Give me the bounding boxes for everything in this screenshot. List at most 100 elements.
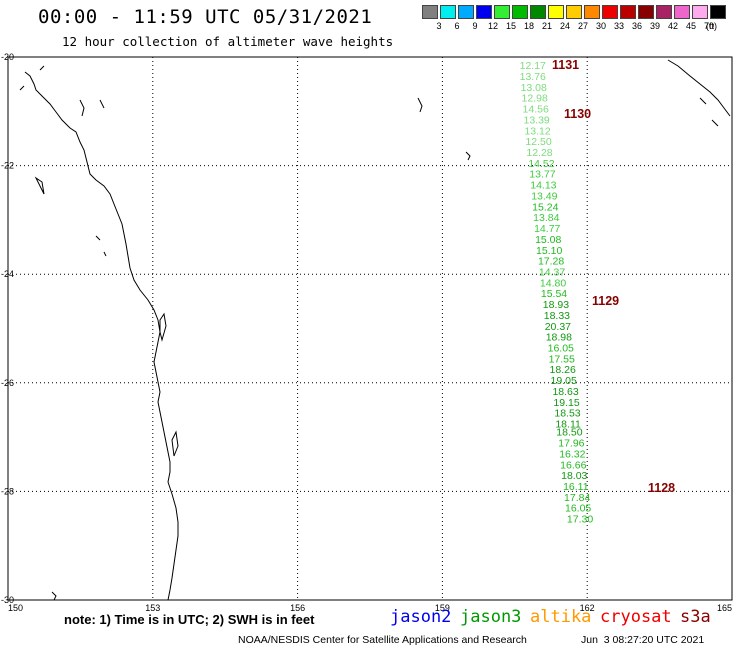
wave-height-point: 13.77 bbox=[529, 169, 555, 181]
time-label: 1128 bbox=[648, 481, 675, 495]
generated-timestamp: Jun 3 08:27:20 UTC 2021 bbox=[581, 634, 705, 646]
color-legend: (ft) 3 6 9 12 15 18 21 24 27 30 33 36 39 42 45 70 bbox=[422, 5, 727, 33]
time-label: 1129 bbox=[592, 294, 619, 308]
wave-height-point: 12.98 bbox=[522, 93, 548, 105]
time-label: 1130 bbox=[564, 107, 591, 121]
wave-height-point: 13.49 bbox=[531, 190, 557, 202]
legend-swatch bbox=[656, 5, 672, 19]
wave-height-point: 14.77 bbox=[534, 223, 560, 235]
wave-height-point: 12.17 bbox=[520, 60, 546, 72]
legend-swatch bbox=[638, 5, 654, 19]
wave-height-point: 16.05 bbox=[548, 343, 574, 355]
wave-height-point: 12.28 bbox=[526, 147, 552, 159]
wave-height-point: 18.53 bbox=[554, 408, 580, 420]
footer-note: note: 1) Time is in UTC; 2) SWH is in fe… bbox=[64, 612, 315, 627]
coast-fragment bbox=[95, 235, 107, 257]
satellite-jason3: jason3 bbox=[460, 607, 522, 627]
legend-label: 27 bbox=[577, 21, 588, 31]
wave-height-point: 16.05 bbox=[565, 503, 591, 515]
lon-tick-label: 162 bbox=[580, 603, 595, 613]
wave-height-point: 16.66 bbox=[560, 459, 586, 471]
legend-swatch bbox=[476, 5, 492, 19]
legend-label: 6 bbox=[454, 21, 460, 31]
legend-label: 36 bbox=[631, 21, 642, 31]
fraser-island bbox=[159, 312, 167, 342]
wave-height-point: 18.93 bbox=[543, 299, 569, 311]
reef-islet bbox=[465, 151, 471, 161]
legend-swatch bbox=[530, 5, 546, 19]
legend-label: 39 bbox=[649, 21, 660, 31]
lat-tick-label: -20 bbox=[1, 52, 14, 62]
wave-height-point: 18.03 bbox=[561, 470, 587, 482]
satellite-jason2: jason2 bbox=[390, 607, 452, 627]
legend-label: 24 bbox=[559, 21, 570, 31]
wave-height-point: 15.24 bbox=[532, 201, 558, 213]
legend-label: 30 bbox=[595, 21, 606, 31]
legend-label: 15 bbox=[505, 21, 516, 31]
lat-tick-label: -28 bbox=[1, 486, 14, 496]
wave-height-point: 14.13 bbox=[530, 180, 556, 192]
legend-label: 18 bbox=[523, 21, 534, 31]
wave-height-point: 12.50 bbox=[525, 136, 551, 148]
moreton-island bbox=[171, 430, 179, 457]
wave-height-point: 17.84 bbox=[564, 492, 590, 504]
wave-height-point: 17.96 bbox=[558, 438, 584, 450]
wave-height-point: 18.11 bbox=[555, 419, 581, 431]
legend-label: 33 bbox=[613, 21, 624, 31]
legend-label: 3 bbox=[436, 21, 442, 31]
coast-fragment bbox=[99, 99, 105, 109]
legend-label: 12 bbox=[487, 21, 498, 31]
wave-height-point: 14.37 bbox=[539, 266, 565, 278]
coast-fragment bbox=[79, 99, 85, 117]
lon-tick-label: 153 bbox=[145, 603, 160, 613]
wave-height-point: 19.15 bbox=[553, 397, 579, 409]
lat-tick-label: -26 bbox=[1, 378, 14, 388]
coast-fragment bbox=[34, 176, 45, 195]
legend-label: 9 bbox=[472, 21, 478, 31]
coastline bbox=[19, 59, 731, 601]
legend-label: 42 bbox=[667, 21, 678, 31]
lon-tick-label: 150 bbox=[8, 603, 23, 613]
wave-height-point: 15.10 bbox=[536, 245, 562, 257]
credit-text: NOAA/NESDIS Center for Satellite Applica… bbox=[238, 634, 527, 646]
satellite-altika: altika bbox=[530, 607, 592, 627]
legend-swatch bbox=[566, 5, 582, 19]
wave-height-point: 13.12 bbox=[524, 125, 550, 137]
wave-height-point: 18.33 bbox=[544, 310, 570, 322]
wave-height-point: 18.98 bbox=[546, 332, 572, 344]
wave-height-point: 18.26 bbox=[550, 364, 576, 376]
legend-swatch bbox=[512, 5, 528, 19]
wave-height-point: 18.50 bbox=[556, 427, 582, 439]
wave-height-point: 14.56 bbox=[523, 104, 549, 116]
satellite-cryosat: cryosat bbox=[600, 607, 672, 627]
legend-swatch bbox=[692, 5, 708, 19]
new-caledonia-islet bbox=[699, 97, 719, 127]
wave-height-point: 13.08 bbox=[521, 82, 547, 94]
australia-coastline bbox=[24, 71, 179, 601]
legend-swatch bbox=[548, 5, 564, 19]
wave-height-point: 17.28 bbox=[538, 256, 564, 268]
legend-swatch bbox=[458, 5, 474, 19]
lat-tick-label: -24 bbox=[1, 269, 14, 279]
wave-height-point: 17.55 bbox=[549, 353, 575, 365]
lon-tick-label: 165 bbox=[717, 603, 732, 613]
legend-label: 45 bbox=[685, 21, 696, 31]
legend-label: 21 bbox=[541, 21, 552, 31]
lon-tick-label: 156 bbox=[290, 603, 305, 613]
legend-swatch bbox=[602, 5, 618, 19]
wave-height-point: 15.54 bbox=[541, 288, 567, 300]
coast-fragment bbox=[19, 65, 45, 91]
satellite-s3a: s3a bbox=[680, 607, 711, 627]
altimeter-track: 12.1713.7613.0812.9814.5613.3913.1212.50… bbox=[520, 60, 594, 525]
lat-tick-label: -30 bbox=[1, 595, 14, 605]
latitude-tick-labels: -20 -22 -24 -26 -28 -30 bbox=[1, 52, 14, 605]
wave-height-point: 16.32 bbox=[559, 448, 585, 460]
legend-swatch bbox=[584, 5, 600, 19]
page-subtitle: 12 hour collection of altimeter wave hei… bbox=[62, 34, 394, 49]
wave-height-point: 14.80 bbox=[540, 277, 566, 289]
wave-height-point: 15.08 bbox=[535, 234, 561, 246]
map-frame bbox=[7, 56, 733, 601]
wave-height-point: 19.05 bbox=[551, 375, 577, 387]
time-label: 1131 bbox=[552, 58, 579, 72]
